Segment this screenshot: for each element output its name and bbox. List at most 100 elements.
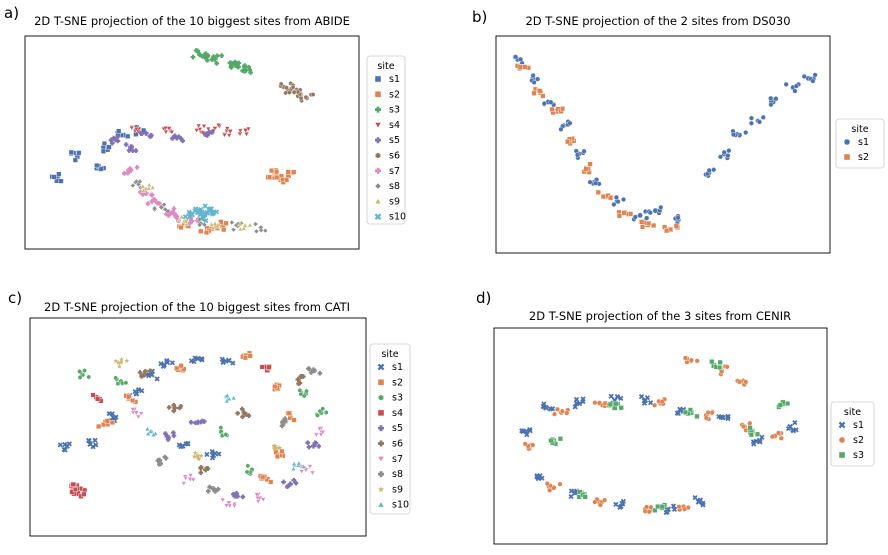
data-point [224,398,230,404]
data-point [537,88,543,94]
data-point [178,404,184,409]
data-point [203,51,208,56]
data-point [309,470,316,476]
data-point [641,400,648,406]
legend-label: s9 [389,196,400,207]
data-point [171,206,177,211]
data-point [299,374,304,379]
data-point [76,150,82,156]
data-point [274,174,280,180]
data-point [303,94,309,100]
data-point [527,428,533,434]
data-point [284,177,290,183]
legend-item-s10: s10 [377,500,409,511]
data-point [213,209,220,215]
panel-b: b) 2D T-SNE projection of the 2 sites fro… [472,8,885,254]
data-point [608,195,614,201]
data-point [171,408,177,414]
data-point [618,405,624,411]
data-point [291,461,297,466]
data-point [197,222,203,228]
legend-marker [374,213,382,221]
data-point [300,463,307,469]
data-point [602,400,608,406]
data-point [143,190,149,196]
data-point [295,376,301,383]
series-s2 [522,355,784,515]
data-point [564,410,570,416]
panel-label: d) [476,289,491,307]
data-point [212,220,218,227]
data-point [126,148,132,153]
data-point [278,81,284,87]
data-point [768,95,774,101]
data-point [242,222,248,228]
data-point [178,136,184,142]
legend-marker [377,379,385,386]
legend-marker [838,451,846,459]
plot-area [495,35,831,254]
data-point [171,433,177,438]
data-point [221,132,228,138]
data-point [140,188,146,193]
series-s5 [108,129,215,154]
data-point [70,481,76,487]
data-point [262,228,268,234]
data-point [152,197,158,203]
data-point [199,356,205,362]
data-point [621,210,627,216]
data-point [792,419,798,426]
data-point [51,174,57,180]
data-point [133,410,140,416]
series-s1 [512,54,818,226]
data-point [272,384,278,390]
data-point [616,213,622,219]
data-point [160,363,166,370]
data-point [210,486,216,492]
data-point [219,53,224,58]
data-point [219,497,226,503]
data-point [301,393,307,399]
data-point [210,225,216,230]
legend-marker [375,152,381,159]
data-point [647,210,653,216]
data-point [130,407,136,413]
data-point [113,358,119,364]
legend-label: s2 [389,89,400,100]
data-point [178,224,184,230]
data-point [237,226,244,232]
data-point [226,133,232,139]
data-point [611,201,617,208]
data-point [637,212,643,219]
data-point [675,215,681,221]
series-s9 [140,182,253,232]
data-point [697,498,703,504]
series-s3 [190,48,253,75]
data-point [283,90,288,96]
legend-marker [374,75,382,83]
data-point [178,214,185,220]
data-point [317,371,323,376]
legend-marker [375,106,381,113]
data-point [86,438,92,444]
data-point [158,461,164,466]
data-point [143,130,149,136]
data-point [104,418,110,424]
legend-label: s5 [389,135,400,146]
data-point [664,228,670,234]
legend-item-s6: s6 [378,439,403,450]
data-point [215,486,221,492]
series-s1 [49,124,147,184]
data-point [304,388,309,394]
data-point [201,124,207,130]
data-point [247,353,253,359]
data-point [124,358,130,363]
data-point [558,126,564,132]
data-point [290,84,296,90]
data-point [619,500,625,506]
data-point [244,412,249,417]
data-point [793,427,799,433]
data-point [801,73,807,79]
data-point [748,120,754,126]
data-point [592,400,598,406]
